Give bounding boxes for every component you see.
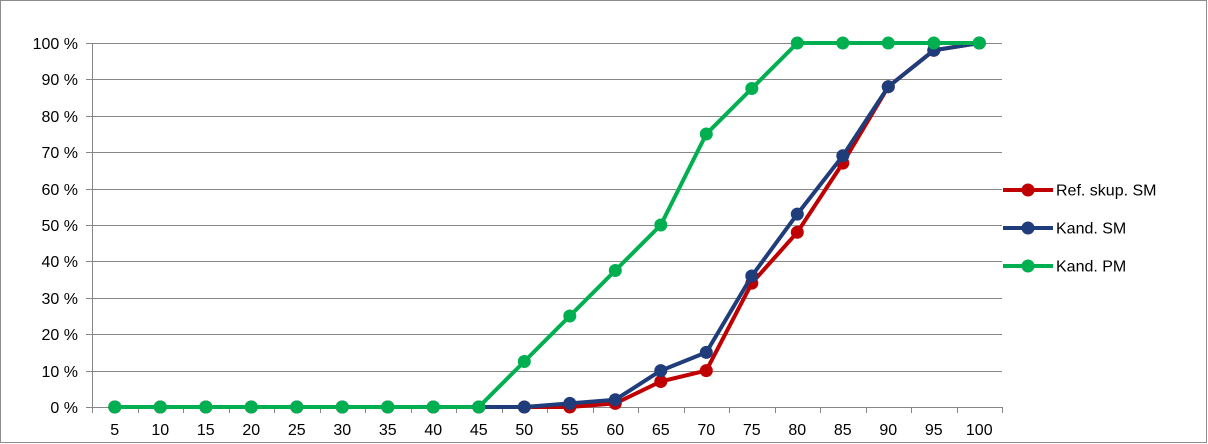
x-tick-label: 70: [697, 422, 715, 439]
y-tick-label: 60 %: [42, 182, 78, 199]
data-point: [790, 225, 804, 239]
series-line: [112, 41, 982, 409]
x-tick-label: 45: [470, 422, 488, 439]
series-group: [108, 36, 986, 414]
x-tick-label: 15: [197, 422, 215, 439]
series-2: [108, 36, 986, 414]
x-tick-label: 80: [788, 422, 806, 439]
x-tick-label: 20: [242, 422, 260, 439]
y-tick-label: 40 %: [42, 254, 78, 271]
data-point: [836, 36, 850, 50]
y-tick-label: 70 %: [42, 145, 78, 162]
data-point: [108, 400, 122, 414]
data-point: [608, 264, 622, 277]
data-point: [699, 127, 713, 141]
x-tick-label: 40: [424, 422, 442, 439]
y-tick-label: 0 %: [50, 400, 78, 417]
legend-item: Ref. skup. SM: [1003, 183, 1156, 200]
data-point: [472, 400, 486, 414]
x-tick-label: 100: [966, 422, 993, 439]
data-point: [290, 400, 304, 414]
x-tick-label: 30: [333, 422, 351, 439]
data-point: [563, 309, 577, 323]
y-tick-label: 90 %: [42, 72, 78, 89]
y-tick-label: 30 %: [42, 291, 78, 308]
data-point: [654, 364, 668, 378]
x-tick-label: 50: [515, 422, 533, 439]
x-tick-label: 25: [288, 422, 306, 439]
legend-swatch-marker: [1021, 221, 1035, 235]
data-point: [790, 207, 804, 221]
legend-swatch-marker: [1021, 183, 1035, 197]
data-point: [790, 36, 804, 50]
x-tick-label: 60: [606, 422, 624, 439]
data-point: [972, 36, 986, 50]
data-point: [699, 345, 713, 359]
x-tick-label: 90: [879, 422, 897, 439]
x-tick-label: 95: [925, 422, 943, 439]
y-tick-label: 100 %: [33, 36, 78, 53]
data-point: [836, 149, 850, 163]
data-point: [654, 375, 668, 388]
data-point: [699, 364, 713, 378]
legend: Ref. skup. SM Kand. SM Kand. PM: [1003, 183, 1156, 276]
data-point: [426, 400, 440, 414]
legend-item: Kand. PM: [1003, 259, 1126, 276]
legend-label: Ref. skup. SM: [1056, 183, 1156, 200]
data-point: [654, 218, 668, 232]
data-point: [381, 400, 395, 414]
data-point: [745, 82, 759, 95]
legend-label: Kand. PM: [1056, 259, 1126, 276]
data-point: [608, 393, 622, 407]
data-point: [881, 36, 895, 50]
data-point: [927, 36, 941, 50]
x-tick-label: 85: [834, 422, 852, 439]
y-tick-label: 80 %: [42, 109, 78, 126]
y-tick-label: 50 %: [42, 218, 78, 235]
y-tick-label: 10 %: [42, 364, 78, 381]
x-tick-label: 5: [110, 422, 119, 439]
data-point: [244, 400, 258, 414]
data-point: [563, 396, 577, 410]
x-tick-label: 35: [379, 422, 397, 439]
data-point: [153, 400, 167, 414]
x-tick-label: 55: [561, 422, 579, 439]
data-point: [335, 400, 349, 414]
data-point: [517, 400, 531, 414]
data-point: [199, 400, 213, 414]
legend-item: Kand. SM: [1003, 221, 1126, 238]
legend-swatch-marker: [1021, 259, 1035, 273]
data-point: [745, 269, 759, 283]
data-point: [881, 80, 895, 94]
y-tick-label: 20 %: [42, 327, 78, 344]
legend-label: Kand. SM: [1056, 221, 1126, 238]
data-point: [517, 355, 531, 368]
x-tick-label: 75: [743, 422, 761, 439]
x-tick-label: 65: [652, 422, 670, 439]
x-tick-label: 10: [151, 422, 169, 439]
